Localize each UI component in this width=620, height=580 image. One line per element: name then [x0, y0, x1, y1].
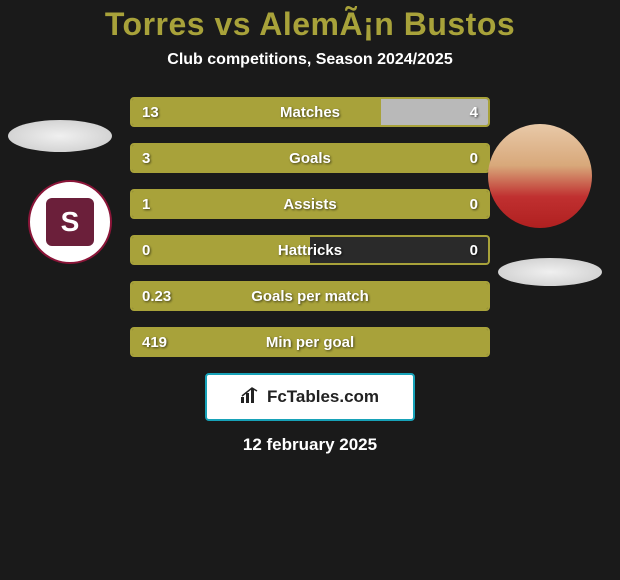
stat-label: Goals: [132, 145, 488, 171]
stat-label: Matches: [132, 99, 488, 125]
player-left-club-logo: S: [28, 180, 112, 264]
player-right-shadow: [498, 258, 602, 286]
comparison-title: Torres vs AlemÃ¡n Bustos: [0, 0, 620, 43]
chart-icon: [241, 387, 261, 408]
comparison-bars: 134Matches 30Goals 10Assists 00Hattricks 0.2…: [130, 97, 490, 357]
stat-label: Goals per match: [132, 283, 488, 309]
comparison-date: 12 february 2025: [0, 435, 620, 455]
stat-row: 10Assists: [130, 189, 490, 219]
stat-row: 419Min per goal: [130, 327, 490, 357]
source-badge-text: FcTables.com: [267, 387, 379, 407]
stat-row: 00Hattricks: [130, 235, 490, 265]
player-right-photo: [488, 124, 592, 228]
source-badge: FcTables.com: [205, 373, 415, 421]
stat-row: 134Matches: [130, 97, 490, 127]
stat-label: Assists: [132, 191, 488, 217]
stat-row: 30Goals: [130, 143, 490, 173]
player-left-shadow: [8, 120, 112, 152]
comparison-subtitle: Club competitions, Season 2024/2025: [0, 51, 620, 69]
stat-label: Hattricks: [132, 237, 488, 263]
stat-label: Min per goal: [132, 329, 488, 355]
club-logo-letter: S: [46, 198, 94, 246]
stat-row: 0.23Goals per match: [130, 281, 490, 311]
